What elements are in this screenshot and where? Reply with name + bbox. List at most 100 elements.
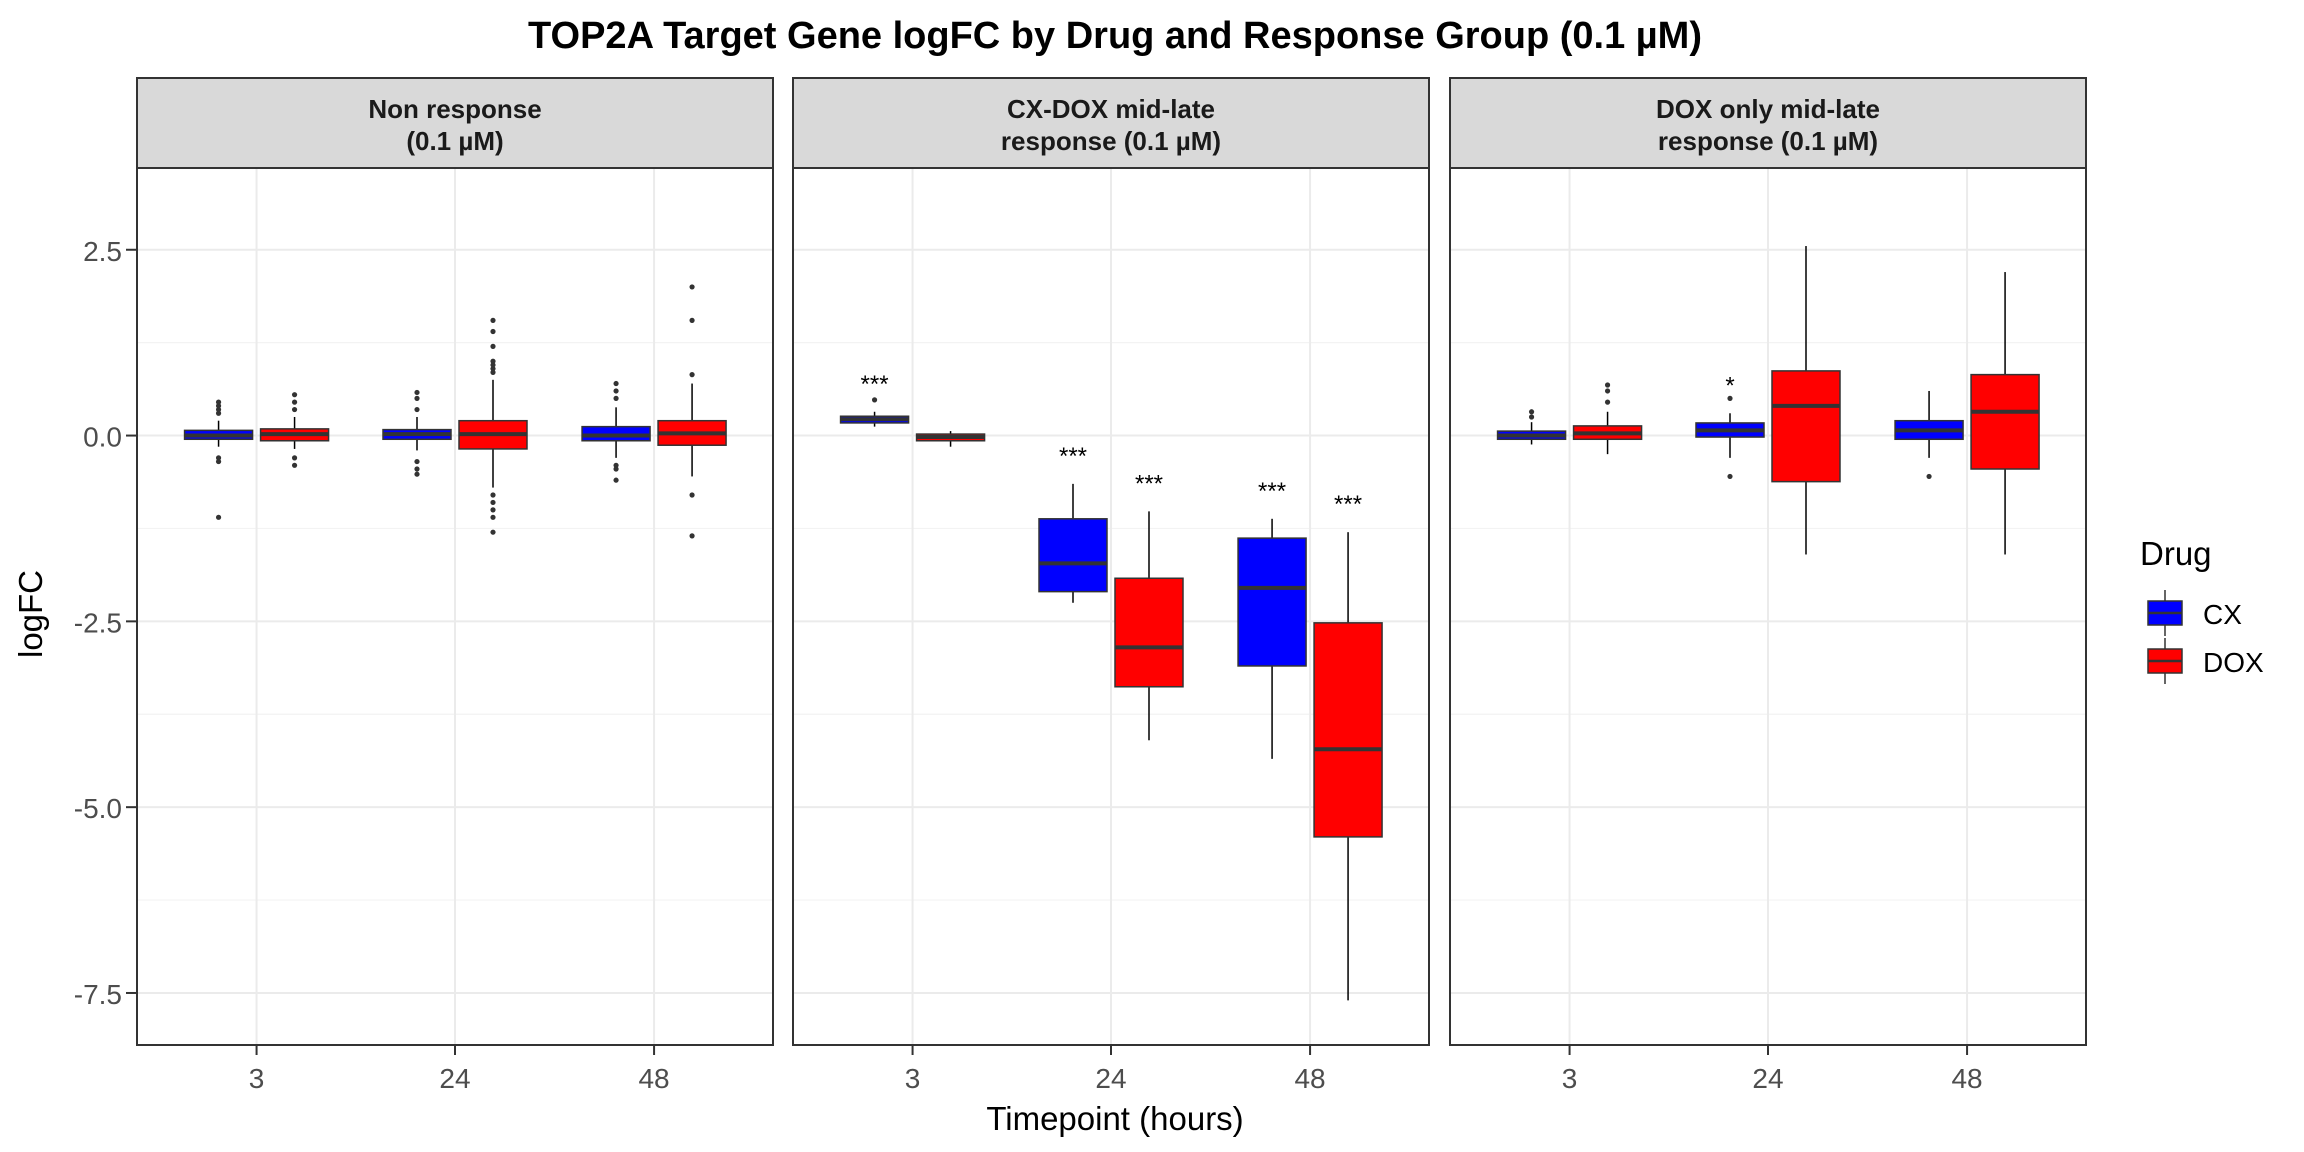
box-cx: *** [1038,443,1108,603]
significance-label: *** [861,371,889,398]
outlier-point [291,455,298,461]
x-tick-label: 24 [1095,1063,1126,1094]
legend: Drug CX DOX [2140,535,2264,684]
outlier-point [215,403,222,409]
box-iqr [1114,577,1184,688]
outlier-point [490,529,496,535]
facet-strip-label-line: response (0.1 µM) [1658,126,1878,156]
facet-strip [792,77,1430,169]
facet-strip-label: CX-DOX mid-late response (0.1 µM) [1001,94,1221,156]
outlier-point [490,317,496,323]
outlier-point [414,406,420,413]
y-tick-label: 0.0 [83,422,122,453]
x-tick-label: 3 [905,1063,921,1094]
facet-strip-label-line: DOX only mid-late [1656,94,1880,124]
box-dox [1970,272,2040,555]
y-tick-label: 2.5 [83,236,122,267]
box-cx [382,389,452,477]
facet-panel: Non response (0.1 µM) 3 24 48 [136,77,774,1094]
facet-panel: * DOX only mid-late response (0.1 µM) 3 24 48 [1449,77,2087,1094]
x-tick-label: 3 [249,1063,265,1094]
outlier-point [490,362,496,368]
box-cx [1894,390,1964,480]
outlier-point [689,317,695,323]
x-tick-label: 24 [439,1063,470,1094]
outlier-point [689,533,695,539]
x-tick-label: 24 [1752,1063,1783,1094]
facet-strip [136,77,774,169]
outlier-point [1727,395,1733,401]
box-iqr [1970,373,2040,470]
outlier-point [1604,399,1611,405]
facet-strip-label-line: CX-DOX mid-late [1007,94,1215,124]
outlier-point [490,492,496,498]
significance-label: * [1725,372,1734,399]
outlier-point [490,328,496,335]
facet-strip-label-line: Non response [368,94,541,124]
y-tick-label: -2.5 [74,607,122,638]
outlier-point [490,358,496,364]
outlier-point [291,392,298,398]
box-cx: *** [839,371,910,427]
facet-strip-label-line: response (0.1 µM) [1001,126,1221,156]
outlier-point [613,466,619,472]
outlier-point [1604,388,1611,394]
box-cx: * [1695,372,1765,480]
outlier-point [215,399,222,405]
outlier-point [613,477,619,483]
box-dox [915,431,986,447]
outlier-point [689,372,695,378]
plot-layer: 2.5 0.0 -2.5 -5.0 -7.5 Non response (0.1 µM) 3 2… [74,77,2087,1094]
box-cx: *** [1237,478,1307,759]
outlier-point [414,395,420,401]
box-dox [1572,382,1643,455]
chart-title: TOP2A Target Gene logFC by Drug and Resp… [528,15,1702,57]
box-iqr [1237,537,1307,667]
box-dox [1771,246,1841,555]
outlier-point [613,388,619,394]
x-axis-label: Timepoint (hours) [986,1100,1243,1137]
box-iqr [1038,518,1108,593]
box-dox: *** [1114,470,1184,741]
box-dox [259,392,330,468]
facet-panel: *** *** *** *** *** CX-DOX mid-late response (… [792,77,1430,1094]
facet-strip [1449,77,2087,169]
significance-label: *** [1135,470,1163,497]
x-tick-label: 3 [1562,1063,1578,1094]
outlier-point [414,389,420,396]
legend-item-dox: DOX [2147,638,2264,684]
significance-label: *** [1334,491,1362,518]
box-cx [1496,409,1567,445]
outlier-point [414,471,420,477]
outlier-point [414,466,420,472]
outlier-point [1727,473,1733,480]
x-tick-label: 48 [638,1063,669,1094]
outlier-point [1528,414,1535,420]
outlier-point [490,369,496,375]
outlier-point [1528,409,1535,415]
outlier-point [490,507,496,513]
outlier-point [1926,473,1932,480]
x-tick-label: 48 [1294,1063,1325,1094]
outlier-point [490,514,496,520]
outlier-point [291,399,298,405]
outlier-point [490,499,496,506]
y-tick-label: -5.0 [74,793,122,824]
outlier-point [613,462,619,468]
outlier-point [490,343,496,349]
box-cx [581,380,651,483]
x-tick-label: 48 [1951,1063,1982,1094]
facet-strip-label-line: (0.1 µM) [406,126,503,156]
outlier-point [291,406,298,413]
significance-label: *** [1258,478,1286,505]
y-axis-label: logFC [12,570,49,658]
outlier-point [613,395,619,401]
box-dox: *** [1313,491,1383,1001]
box-iqr [1313,622,1383,838]
outlier-point [215,410,222,416]
box-dox [458,317,528,535]
legend-title: Drug [2140,535,2212,572]
outlier-point [689,284,695,290]
outlier-point [414,458,420,465]
significance-label: *** [1059,443,1087,470]
